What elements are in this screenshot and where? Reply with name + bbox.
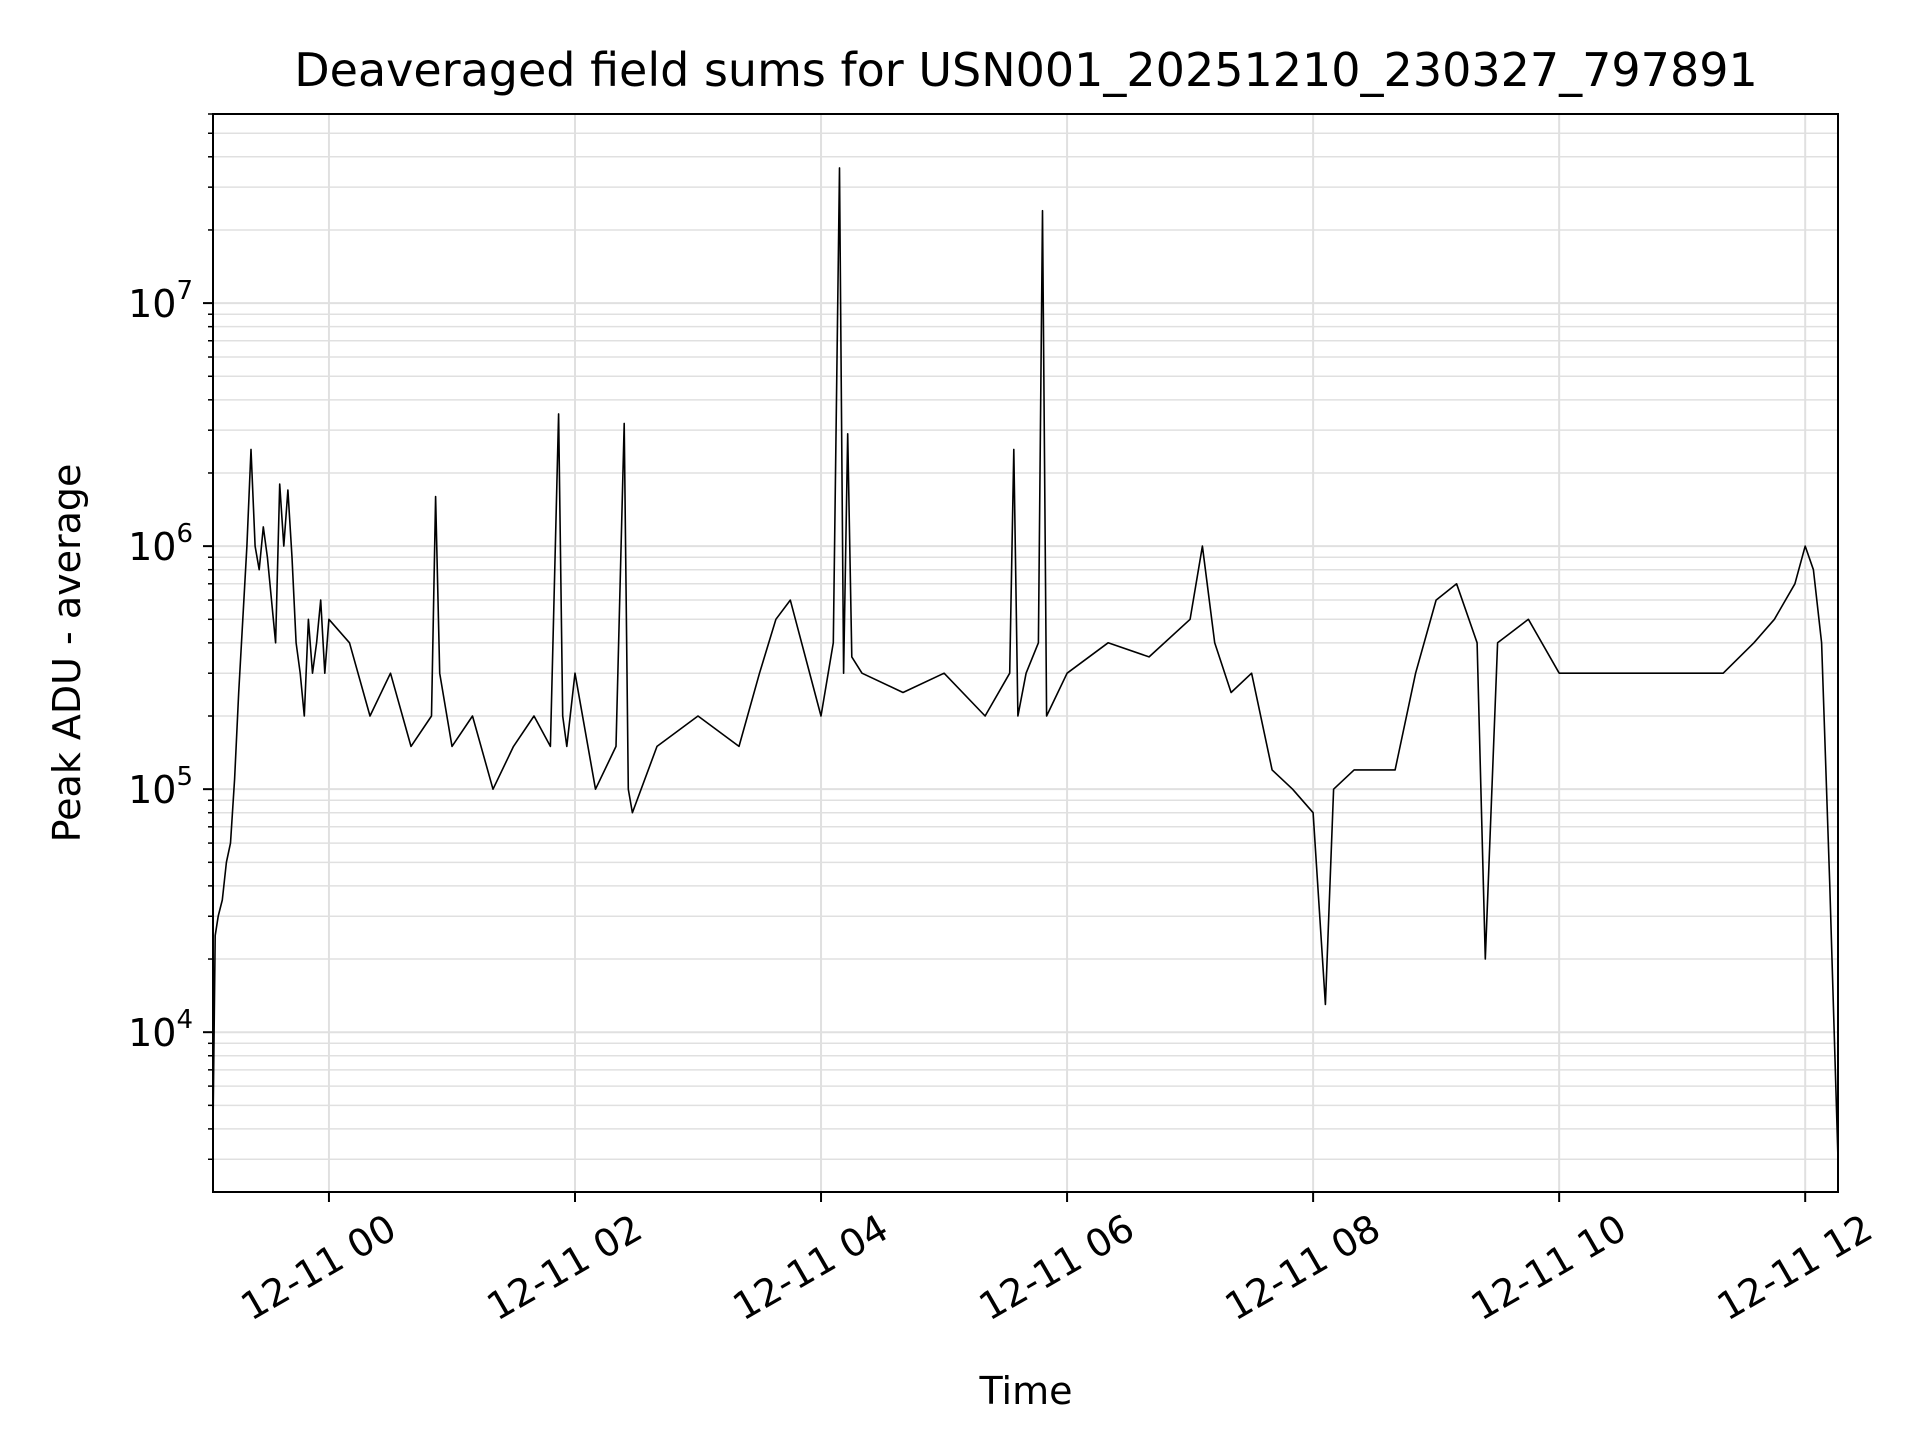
plot-frame [212,113,1839,1193]
y-tick-label: 107 [128,276,193,326]
y-axis: 104 105 106 107 [128,113,213,1161]
y-tick-label: 105 [128,762,193,812]
plot-area [212,167,1839,1160]
series-line [212,167,1839,1160]
grid-lines [213,113,1838,1192]
y-tick-label: 106 [128,519,193,569]
y-axis-label: Peak ADU - average [45,464,89,843]
x-axis-label: Time [979,1369,1073,1413]
y-tick-label: 104 [128,1005,193,1055]
chart-title: Deaveraged field sums for USN001_2025121… [294,43,1758,97]
